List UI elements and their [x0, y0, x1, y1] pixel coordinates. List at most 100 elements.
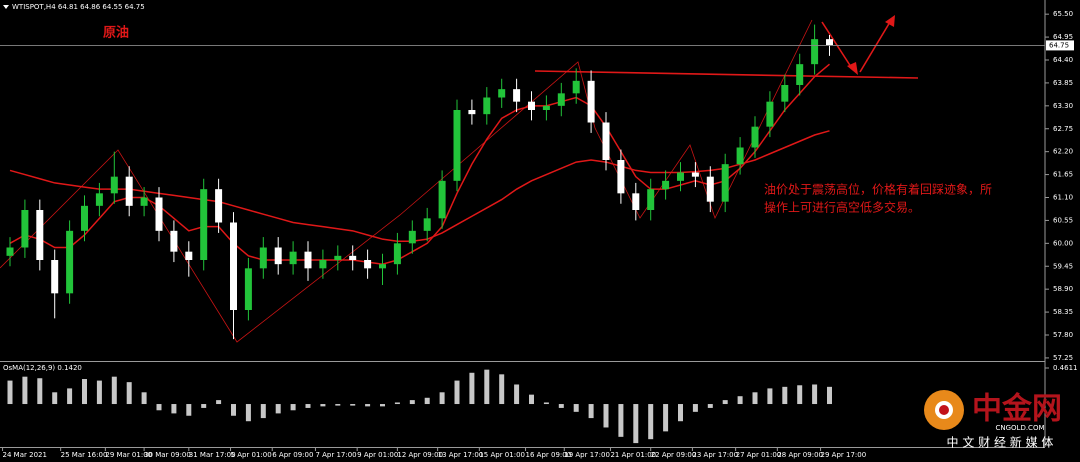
candle-body [259, 247, 267, 269]
candle-body [513, 89, 521, 102]
candle-body [140, 197, 148, 206]
osma-bar [96, 380, 102, 405]
osma-bar [678, 404, 683, 422]
candle-body [244, 268, 252, 310]
candle-body [6, 247, 14, 256]
candle-body [647, 189, 655, 210]
x-tick-label: 24 Mar 2021 [3, 451, 47, 459]
x-tick-label: 29 Mar 01:00 [105, 451, 152, 459]
candle-body [781, 85, 789, 102]
candle-body [557, 93, 565, 106]
osma-bar [111, 376, 117, 405]
candle-body [602, 122, 610, 160]
candle-body [423, 218, 431, 231]
osma-bar [707, 404, 713, 408]
x-tick-label: 5 Apr 01:00 [231, 451, 272, 459]
candle-body [304, 251, 312, 269]
osma-bar [469, 372, 475, 405]
osma-bar [603, 404, 609, 428]
candle-body [587, 80, 595, 123]
candle-body [170, 230, 178, 252]
osma-bar [767, 388, 773, 405]
last-price-box [1046, 40, 1074, 51]
y-tick-label: 64.40 [1053, 56, 1073, 64]
candle-body [632, 193, 640, 210]
osma-bar [245, 404, 251, 422]
osma-bar [126, 382, 132, 405]
indicator-label: OsMA(12,26,9) 0.1420 [3, 364, 82, 372]
candle-body [691, 172, 699, 177]
candle-body [528, 101, 535, 110]
candle-body [200, 189, 208, 260]
x-tick-label: 19 Apr 17:00 [564, 451, 610, 459]
osma-bar [424, 397, 430, 405]
osma-bar [22, 376, 28, 405]
ma-slow-line [9, 130, 830, 242]
y-tick-label: 61.65 [1053, 171, 1073, 179]
osma-bar [618, 404, 624, 437]
x-tick-label: 31 Mar 17:00 [189, 451, 236, 459]
candle-body [334, 255, 342, 260]
candle-body [155, 197, 163, 231]
osma-bar [365, 404, 371, 407]
osma-bar [573, 404, 579, 412]
annotation: 操作上可进行高空低多交易。 [764, 200, 920, 215]
osma-bar [156, 404, 162, 411]
x-tick-label: 28 Apr 09:00 [777, 451, 823, 459]
candle-body [408, 230, 416, 244]
osma-bar [320, 404, 326, 407]
y-tick-label: 60.55 [1053, 216, 1073, 224]
candle-body [125, 176, 133, 206]
arrow-up [859, 21, 891, 73]
osma-bar [37, 378, 43, 405]
candle-body [95, 193, 103, 206]
candle-body [662, 180, 670, 190]
y-tick-label: 65.50 [1053, 10, 1073, 18]
osma-bar [335, 404, 341, 406]
osma-bar [529, 394, 534, 405]
x-tick-label: 6 Apr 09:00 [272, 451, 313, 459]
candle-body [468, 110, 476, 115]
candle-body [274, 247, 282, 265]
candle-body [766, 101, 774, 127]
y-tick-label: 57.80 [1053, 331, 1073, 339]
osma-bar [201, 404, 207, 408]
y-tick-label: 59.45 [1053, 262, 1073, 270]
resistance-line [534, 70, 919, 79]
y-tick-label: 62.20 [1053, 148, 1073, 156]
osma-bar [52, 392, 58, 405]
arrow-head [885, 15, 895, 27]
candle-body [617, 160, 625, 194]
osma-bar [454, 380, 460, 405]
candle-body [721, 164, 729, 202]
x-tick-label: 15 Apr 01:00 [479, 451, 525, 459]
osma-bar [499, 374, 505, 405]
x-tick-label: 12 Apr 09:00 [397, 451, 443, 459]
y-tick-label: 58.35 [1053, 308, 1073, 316]
osma-bar [290, 404, 296, 411]
osma-bar [722, 400, 728, 405]
x-tick-label: 22 Apr 09:00 [651, 451, 697, 459]
watermark-site: CNGOLD.COM [995, 424, 1044, 432]
osma-bar [558, 404, 564, 408]
y-tick-label: 63.85 [1053, 79, 1073, 87]
osma-bar [648, 404, 654, 440]
osma-bar [7, 380, 13, 405]
candle-body [736, 147, 744, 165]
osma-bar [275, 404, 281, 414]
osma-bar [186, 404, 192, 416]
osma-bar [782, 386, 788, 405]
annotation: 油价处于震荡高位，价格有着回踩迹象，所 [764, 182, 992, 197]
osma-bar [380, 404, 385, 407]
osma-bar [67, 388, 73, 405]
osma-bar [752, 392, 758, 405]
y-tick-label: 61.10 [1053, 194, 1073, 202]
y-tick-label: 58.90 [1053, 285, 1073, 293]
logo [939, 405, 949, 415]
osma-bar [82, 379, 87, 405]
osma-bar [394, 402, 400, 405]
y-tick-label: 62.75 [1053, 125, 1073, 133]
y-tick-label: 57.25 [1053, 354, 1073, 362]
osma-bar [484, 369, 490, 405]
